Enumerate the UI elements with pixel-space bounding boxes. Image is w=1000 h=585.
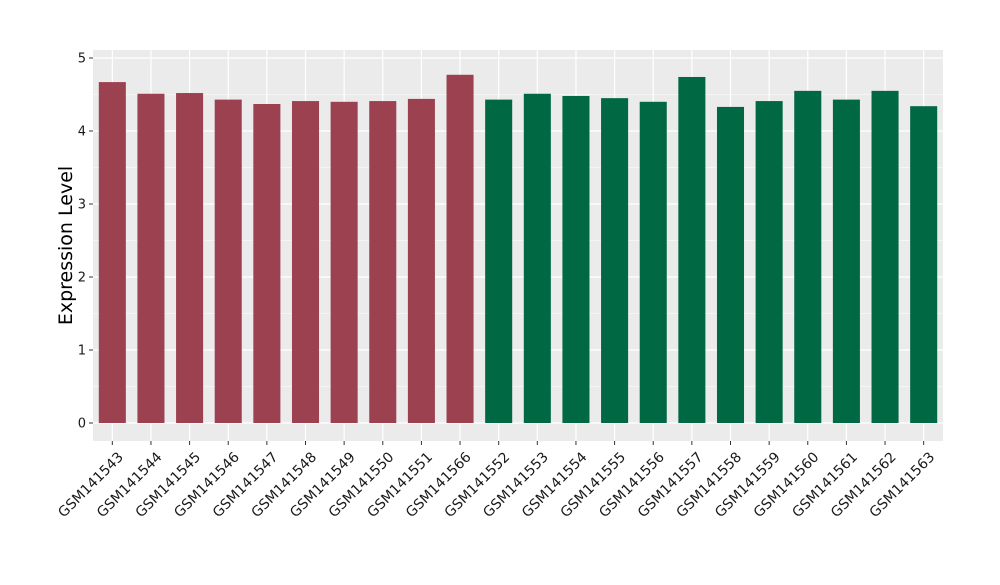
bar-GSM141556: [639, 101, 667, 424]
y-tick-label: 1: [78, 344, 86, 359]
bar-GSM141559: [755, 101, 783, 423]
y-axis: 0 1 2 3 4 5: [78, 52, 93, 432]
bar-GSM141554: [562, 95, 590, 424]
bar-GSM141560: [794, 90, 822, 423]
bar-GSM141544: [137, 93, 165, 424]
bar-GSM141549: [330, 101, 358, 424]
bar-GSM141546: [214, 99, 242, 424]
bar-GSM141561: [832, 99, 860, 424]
y-tick-label: 5: [78, 52, 86, 67]
bar-GSM141566: [446, 74, 474, 423]
bar-GSM141557: [678, 76, 706, 423]
bar-GSM141563: [910, 106, 938, 424]
y-tick-label: 3: [78, 198, 86, 213]
y-axis-title: Expression Level: [55, 166, 77, 325]
bar-GSM141552: [485, 99, 513, 424]
bar-GSM141553: [523, 93, 551, 424]
bar-GSM141562: [871, 90, 899, 423]
bar-GSM141547: [253, 103, 281, 424]
bar-GSM141551: [407, 98, 435, 423]
bar-GSM141555: [601, 98, 629, 424]
bar-GSM141558: [716, 106, 745, 423]
bar-GSM141543: [98, 82, 126, 423]
y-tick-label: 4: [78, 125, 86, 140]
x-axis: GSM141543GSM141544GSM141545GSM141546GSM1…: [55, 441, 938, 521]
y-tick-label: 2: [78, 271, 86, 286]
bars: [98, 74, 938, 424]
bar-GSM141550: [369, 101, 397, 423]
y-tick-label: 0: [78, 417, 86, 432]
bar-GSM141545: [176, 93, 204, 423]
bar-GSM141548: [291, 101, 320, 423]
x-tick-label: GSM141543: [55, 449, 127, 521]
